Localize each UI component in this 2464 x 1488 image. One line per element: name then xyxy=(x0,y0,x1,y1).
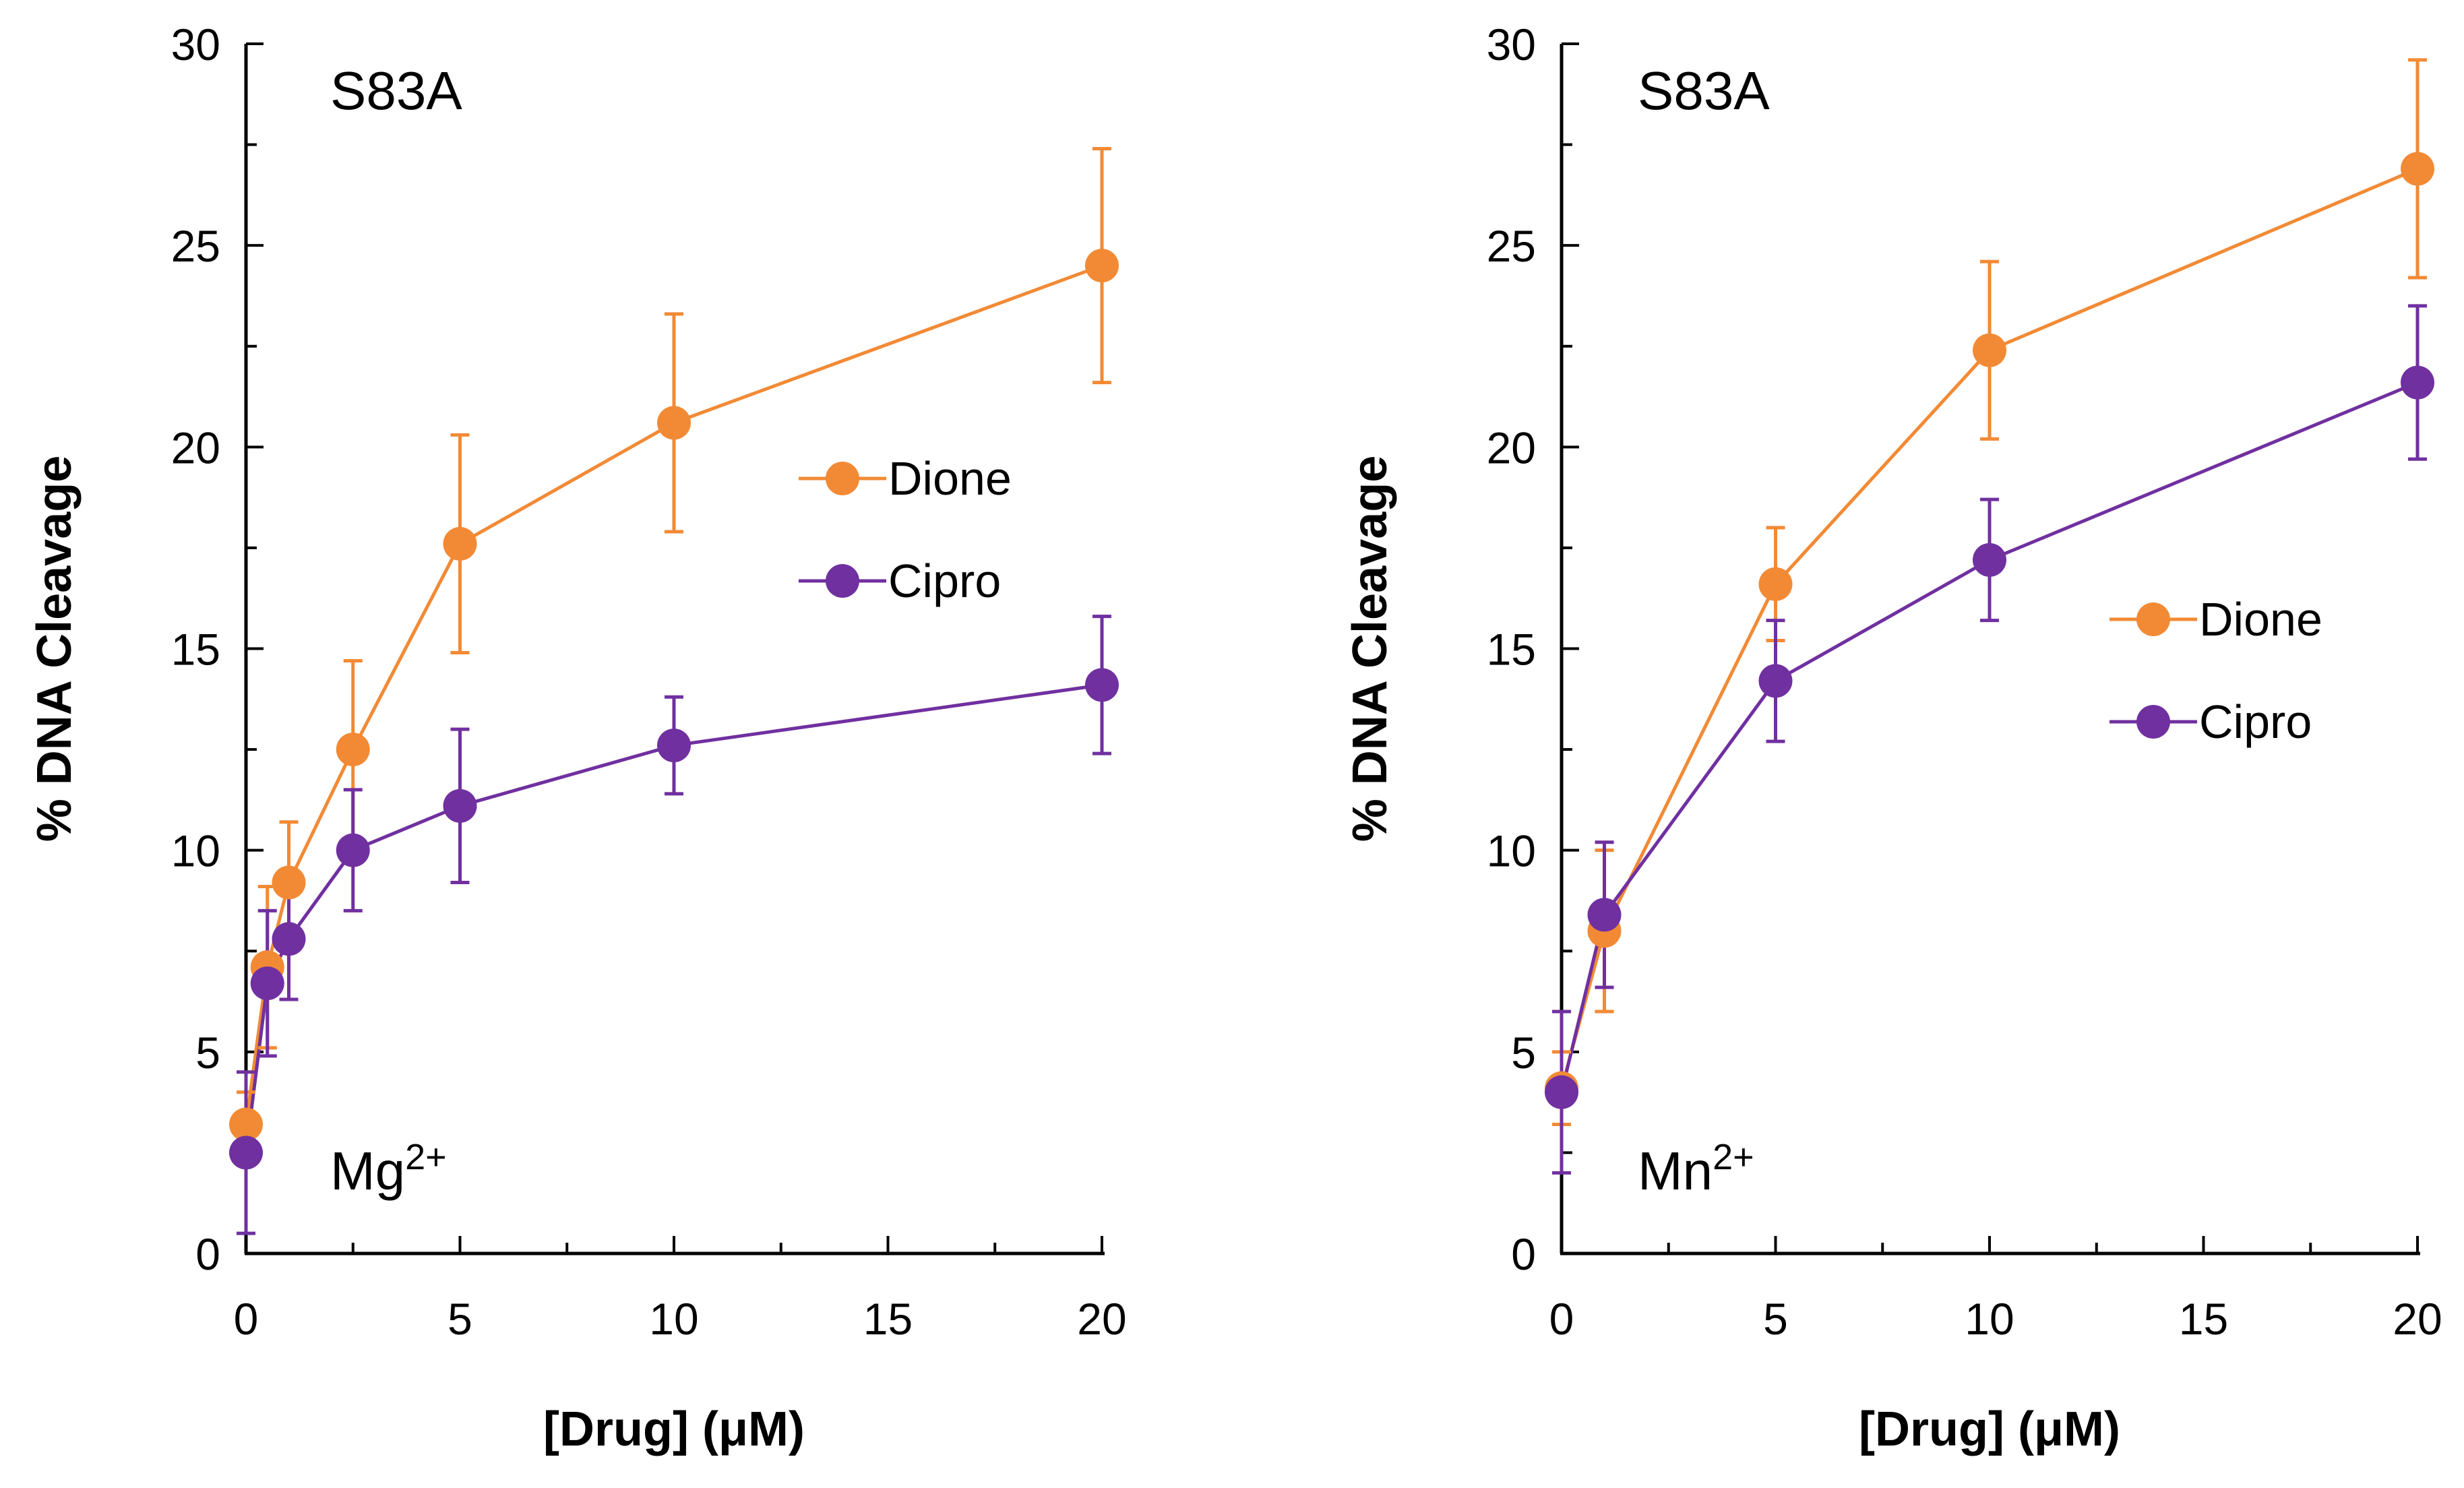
legend-entry-dione: Dione xyxy=(799,452,1012,505)
y-tick-label: 20 xyxy=(171,423,220,472)
data-point-dione xyxy=(1085,249,1119,283)
x-axis-title: [Drug] (μM) xyxy=(543,1402,805,1456)
data-point-cipro xyxy=(657,728,691,763)
y-tick-label: 0 xyxy=(1511,1229,1536,1279)
ion-annotation: Mn2+ xyxy=(1638,1137,1754,1201)
panel-title: S83A xyxy=(1638,61,1770,121)
legend-label: Dione xyxy=(2199,593,2322,646)
y-tick-label: 30 xyxy=(1487,20,1536,69)
y-tick-label: 5 xyxy=(1511,1028,1536,1078)
data-point-dione xyxy=(657,406,691,440)
data-point-dione xyxy=(2401,152,2434,186)
data-point-cipro xyxy=(2401,365,2434,400)
data-point-cipro xyxy=(250,966,284,1001)
y-axis-title: % DNA Cleavage xyxy=(1343,456,1397,842)
data-point-cipro xyxy=(443,788,477,823)
legend-marker xyxy=(826,462,859,495)
y-tick-label: 25 xyxy=(1487,221,1536,271)
data-point-cipro xyxy=(1085,668,1119,702)
x-tick-label: 15 xyxy=(2179,1294,2228,1344)
data-point-dione xyxy=(1758,567,1793,601)
data-point-dione xyxy=(272,865,306,900)
x-tick-label: 20 xyxy=(2393,1294,2442,1344)
panel-title: S83A xyxy=(330,61,462,121)
data-point-cipro xyxy=(1587,898,1622,932)
data-point-cipro xyxy=(1545,1075,1578,1109)
y-tick-label: 5 xyxy=(195,1028,220,1078)
y-tick-label: 0 xyxy=(195,1229,220,1279)
legend-marker xyxy=(2136,602,2170,636)
legend-entry-dione: Dione xyxy=(2109,593,2322,646)
legend-marker xyxy=(2136,705,2170,739)
data-point-cipro xyxy=(1758,664,1793,698)
y-tick-label: 25 xyxy=(171,221,220,271)
y-tick-label: 10 xyxy=(171,826,220,876)
x-tick-label: 15 xyxy=(863,1294,913,1344)
data-point-cipro xyxy=(229,1136,263,1170)
y-tick-label: 30 xyxy=(171,20,220,69)
x-axis-title: [Drug] (μM) xyxy=(1859,1402,2120,1456)
y-axis-title: % DNA Cleavage xyxy=(28,456,82,842)
y-tick-label: 15 xyxy=(171,625,220,675)
data-point-dione xyxy=(336,733,370,767)
legend-entry-cipro: Cipro xyxy=(2109,695,2312,748)
legend-marker xyxy=(826,564,859,598)
x-tick-label: 5 xyxy=(1763,1294,1788,1344)
data-point-cipro xyxy=(1973,542,2006,577)
chart-mn: 0 5 10 15 20 25 30 0 5 10 15 20 [Drug] (μM) % DNA Cle… xyxy=(1343,20,2442,1456)
data-point-dione xyxy=(443,526,477,561)
y-tick-label: 15 xyxy=(1487,625,1536,675)
data-point-dione xyxy=(229,1107,263,1142)
legend-entry-cipro: Cipro xyxy=(799,555,1001,607)
legend-label: Cipro xyxy=(888,555,1001,607)
x-tick-label: 5 xyxy=(448,1294,472,1344)
x-tick-label: 20 xyxy=(1077,1294,1126,1344)
data-point-cipro xyxy=(272,922,306,956)
ion-annotation: Mg2+ xyxy=(330,1137,447,1201)
x-tick-label: 10 xyxy=(1965,1294,2014,1344)
x-tick-label: 0 xyxy=(234,1294,259,1344)
data-point-dione xyxy=(1973,333,2006,367)
x-tick-label: 10 xyxy=(649,1294,698,1344)
x-tick-label: 0 xyxy=(1549,1294,1574,1344)
y-tick-label: 20 xyxy=(1487,423,1536,472)
y-tick-label: 10 xyxy=(1487,826,1536,876)
legend-label: Cipro xyxy=(2199,695,2312,748)
legend-label: Dione xyxy=(888,452,1012,505)
chart-mg: 0 5 10 15 20 25 30 0 5 10 15 20 [Drug] (μM) % DNA Cle… xyxy=(28,20,1127,1456)
data-point-cipro xyxy=(336,833,370,867)
